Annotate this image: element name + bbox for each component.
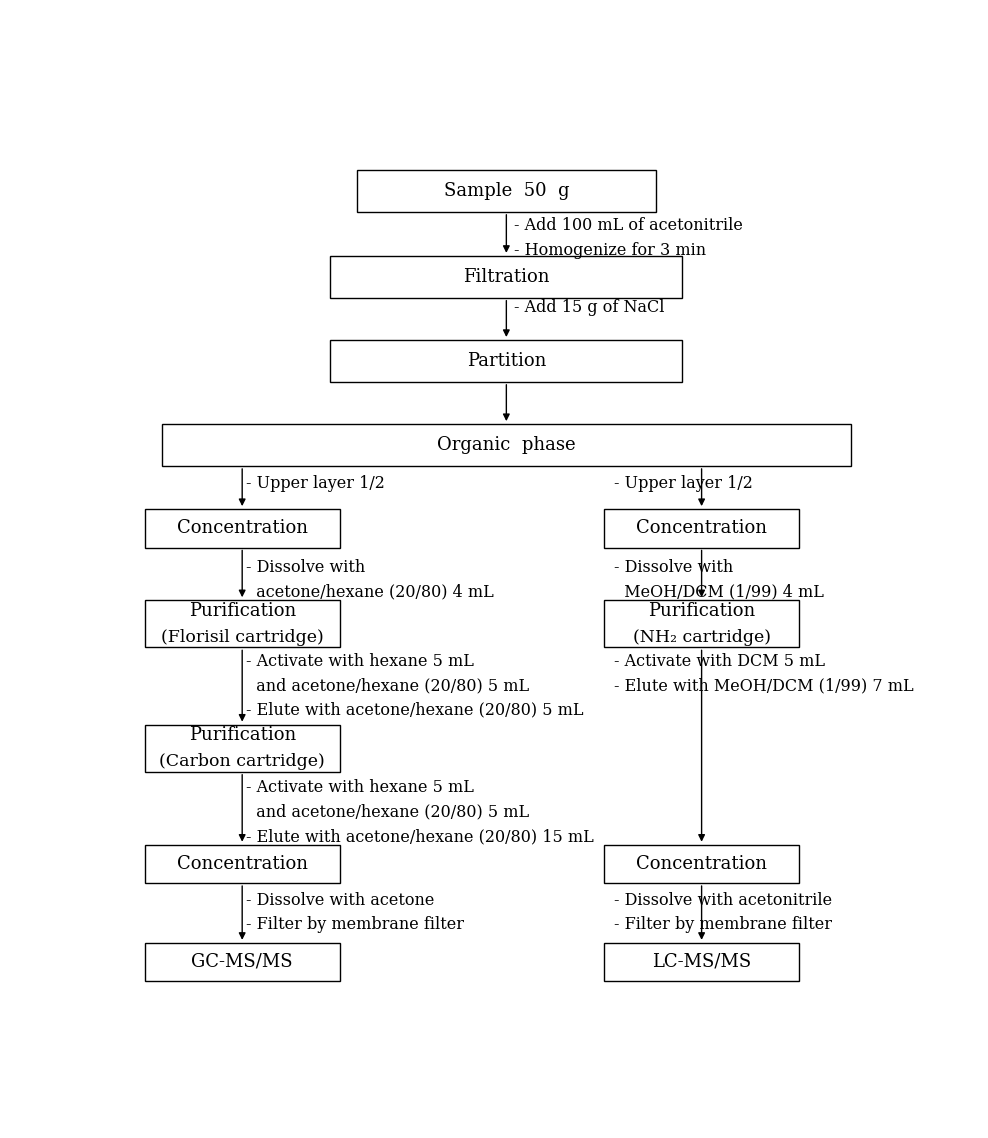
Bar xyxy=(144,844,340,883)
Text: Concentration: Concentration xyxy=(177,519,307,537)
Bar xyxy=(604,509,799,547)
Text: - Dissolve with acetone: - Dissolve with acetone xyxy=(246,892,435,909)
Bar xyxy=(144,942,340,981)
Text: Filtration: Filtration xyxy=(463,267,549,286)
Text: Sample  50  g: Sample 50 g xyxy=(444,182,569,200)
Text: GC-MS/MS: GC-MS/MS xyxy=(192,953,293,971)
Text: (Carbon cartridge): (Carbon cartridge) xyxy=(159,753,325,770)
Text: Organic  phase: Organic phase xyxy=(437,436,576,454)
Text: - Activate with hexane 5 mL: - Activate with hexane 5 mL xyxy=(246,653,474,669)
Text: Purification: Purification xyxy=(189,726,295,744)
Bar xyxy=(357,170,656,212)
Text: Purification: Purification xyxy=(648,602,755,619)
Bar xyxy=(144,509,340,547)
Text: - Homogenize for 3 min: - Homogenize for 3 min xyxy=(514,241,706,258)
Text: Partition: Partition xyxy=(466,352,546,370)
Text: - Dissolve with acetonitrile: - Dissolve with acetonitrile xyxy=(614,892,832,909)
Text: LC-MS/MS: LC-MS/MS xyxy=(652,953,751,971)
Text: - Add 15 g of NaCl: - Add 15 g of NaCl xyxy=(514,298,665,315)
Text: Concentration: Concentration xyxy=(177,855,307,873)
Text: - Elute with acetone/hexane (20/80) 15 mL: - Elute with acetone/hexane (20/80) 15 m… xyxy=(246,828,594,844)
Text: and acetone/hexane (20/80) 5 mL: and acetone/hexane (20/80) 5 mL xyxy=(246,803,530,820)
Bar xyxy=(144,725,340,772)
Text: (NH₂ cartridge): (NH₂ cartridge) xyxy=(632,628,771,645)
Text: - Activate with hexane 5 mL: - Activate with hexane 5 mL xyxy=(246,778,474,795)
Bar xyxy=(144,600,340,648)
Text: - Upper layer 1/2: - Upper layer 1/2 xyxy=(614,475,753,492)
Text: Purification: Purification xyxy=(189,602,295,619)
Bar xyxy=(604,844,799,883)
Text: - Dissolve with: - Dissolve with xyxy=(614,559,733,576)
Bar xyxy=(604,942,799,981)
Text: - Activate with DCM 5 mL: - Activate with DCM 5 mL xyxy=(614,653,825,669)
Text: Concentration: Concentration xyxy=(636,519,767,537)
Text: and acetone/hexane (20/80) 5 mL: and acetone/hexane (20/80) 5 mL xyxy=(246,677,530,694)
Text: - Elute with MeOH/DCM (1/99) 7 mL: - Elute with MeOH/DCM (1/99) 7 mL xyxy=(614,677,913,694)
Bar xyxy=(604,600,799,648)
Text: - Upper layer 1/2: - Upper layer 1/2 xyxy=(246,475,385,492)
Text: - Dissolve with: - Dissolve with xyxy=(246,559,366,576)
Text: - Filter by membrane filter: - Filter by membrane filter xyxy=(246,916,464,933)
Text: MeOH/DCM (1/99) 4 mL: MeOH/DCM (1/99) 4 mL xyxy=(614,584,823,601)
Text: Concentration: Concentration xyxy=(636,855,767,873)
Bar xyxy=(330,256,683,298)
Bar xyxy=(162,424,851,467)
Text: - Filter by membrane filter: - Filter by membrane filter xyxy=(614,916,832,933)
Text: acetone/hexane (20/80) 4 mL: acetone/hexane (20/80) 4 mL xyxy=(246,584,494,601)
Text: - Elute with acetone/hexane (20/80) 5 mL: - Elute with acetone/hexane (20/80) 5 mL xyxy=(246,702,584,719)
Text: - Add 100 mL of acetonitrile: - Add 100 mL of acetonitrile xyxy=(514,217,743,234)
Bar xyxy=(330,340,683,382)
Text: (Florisil cartridge): (Florisil cartridge) xyxy=(161,628,323,645)
